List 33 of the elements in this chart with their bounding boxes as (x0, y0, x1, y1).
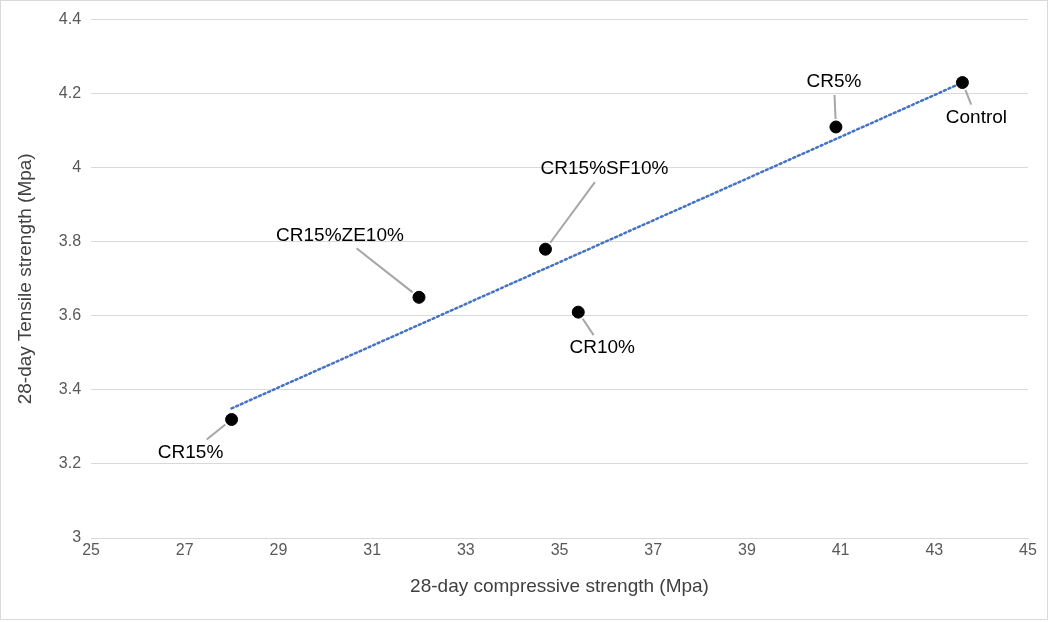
y-tick-label: 4 (72, 158, 82, 176)
x-tick-label: 39 (738, 541, 756, 559)
x-tick-label: 43 (925, 541, 944, 559)
point (955, 76, 969, 90)
y-tick-label: 4.4 (58, 10, 82, 28)
y-tick-label: 3.8 (58, 232, 82, 250)
x-tick-label: 33 (456, 541, 475, 559)
x-axis-title: 28-day compressive strength (Mpa) (410, 574, 709, 596)
y-tick-label: 3.2 (58, 454, 82, 472)
x-tick-label: 41 (831, 541, 850, 559)
x-tick-label: 35 (550, 541, 569, 559)
x-tick-label: 37 (644, 541, 663, 559)
point (829, 120, 843, 134)
y-axis-title: 28-day Tensile strength (Mpa) (13, 153, 35, 405)
annotation: CR15%SF10% (540, 157, 669, 179)
point (571, 305, 585, 319)
x-tick-label: 25 (82, 541, 101, 559)
annotation: CR15% (157, 440, 224, 462)
x-tick-label: 29 (269, 541, 288, 559)
y-tick-label: 4.2 (58, 84, 82, 102)
y-tick-label: 3 (72, 528, 82, 546)
y-tick-label: 3.4 (58, 380, 82, 398)
annotation: CR15%ZE10% (276, 223, 404, 245)
x-tick-label: 31 (363, 541, 382, 559)
annotation: CR5% (806, 70, 862, 92)
x-tick-label: 27 (175, 541, 194, 559)
point (225, 413, 239, 427)
x-tick-label: 45 (1019, 541, 1037, 559)
y-tick-label: 3.6 (58, 306, 82, 324)
annotation: Control (945, 105, 1008, 127)
point (412, 290, 426, 304)
point (538, 242, 552, 256)
annotation: CR10% (569, 336, 636, 358)
